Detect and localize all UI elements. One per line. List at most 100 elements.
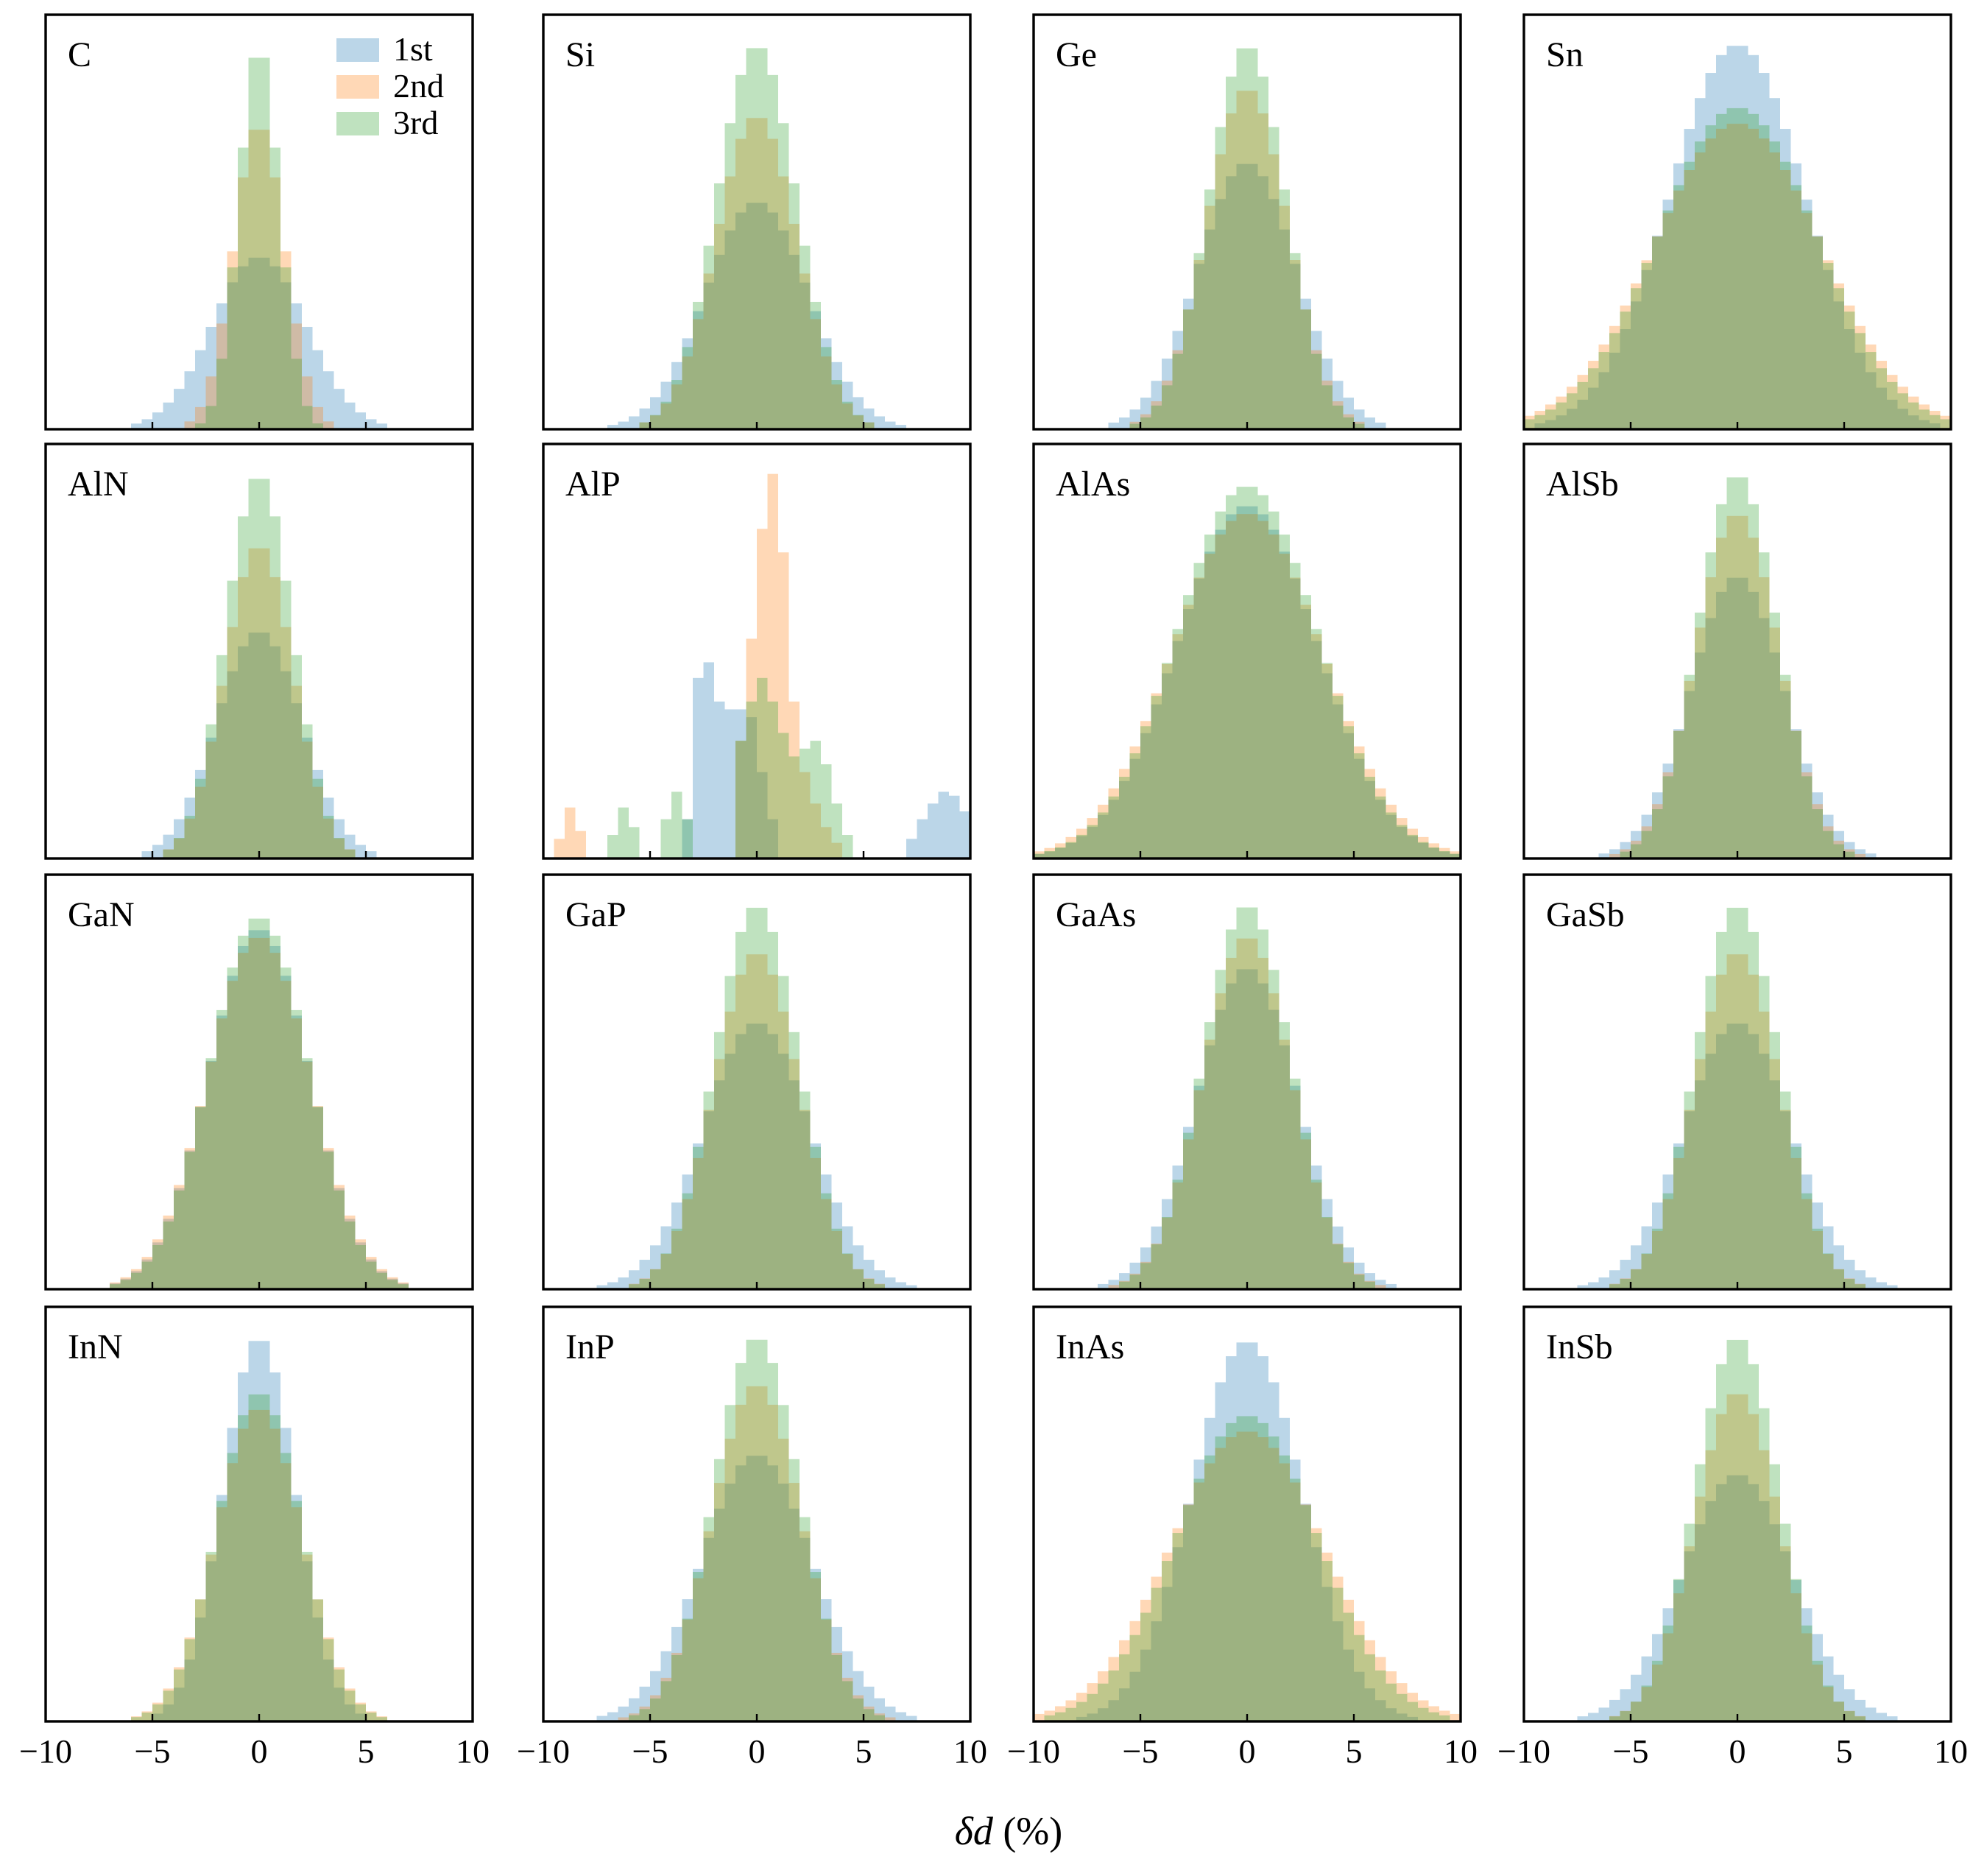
- bar: [853, 1269, 864, 1289]
- bar: [607, 1712, 618, 1721]
- bar: [312, 786, 323, 858]
- bar: [757, 202, 768, 429]
- bar: [280, 976, 292, 1289]
- bar: [184, 797, 195, 858]
- bar: [1737, 515, 1748, 858]
- bar: [1790, 1146, 1801, 1289]
- bar: [938, 791, 949, 858]
- panel-label: GaSb: [1546, 895, 1625, 934]
- bar: [302, 1551, 313, 1721]
- bar: [1844, 1711, 1855, 1721]
- bar: [174, 1190, 185, 1289]
- bar: [1354, 746, 1365, 858]
- bar: [746, 1339, 757, 1721]
- bar: [810, 803, 821, 858]
- bar: [1631, 301, 1642, 429]
- bar: [1812, 236, 1823, 429]
- bar: [1247, 163, 1258, 429]
- bar: [1300, 1505, 1311, 1721]
- bar: [660, 1254, 671, 1289]
- bar: [1769, 627, 1780, 858]
- bar: [746, 1386, 757, 1721]
- bar: [280, 282, 292, 429]
- series-2nd: [131, 1409, 387, 1721]
- bar: [682, 347, 693, 429]
- bar: [1577, 1285, 1588, 1289]
- bar: [1662, 1193, 1673, 1289]
- bar: [1226, 1356, 1237, 1721]
- bar: [735, 74, 747, 430]
- bar: [853, 397, 864, 429]
- bar: [1428, 847, 1439, 858]
- bar: [1812, 804, 1823, 858]
- bar: [1236, 487, 1247, 858]
- bar: [1407, 1716, 1418, 1721]
- bar: [1748, 113, 1759, 429]
- bar: [1268, 127, 1280, 429]
- bar: [746, 954, 757, 1289]
- bar: [821, 1618, 832, 1721]
- panel-GaP: GaP: [542, 873, 972, 1291]
- bar: [767, 974, 778, 1289]
- bar: [120, 1277, 131, 1289]
- bar: [1236, 91, 1247, 429]
- bar: [355, 1713, 366, 1721]
- bar: [323, 797, 334, 858]
- bar: [842, 381, 853, 429]
- bar: [355, 1239, 366, 1289]
- bar: [703, 1517, 714, 1721]
- bar: [671, 384, 682, 429]
- bar: [842, 1226, 853, 1289]
- bar: [216, 1018, 227, 1289]
- bar: [671, 1626, 682, 1721]
- bar: [216, 685, 227, 858]
- bar: [1407, 828, 1418, 858]
- bar: [788, 1483, 800, 1721]
- bar: [618, 421, 629, 429]
- bar: [1833, 1702, 1844, 1721]
- bar: [1769, 152, 1780, 430]
- bar: [1780, 1546, 1791, 1721]
- bar: [874, 416, 885, 429]
- bar: [1769, 1464, 1780, 1721]
- bar: [174, 1669, 185, 1721]
- bar: [1290, 1482, 1301, 1721]
- series-3rd: [131, 1394, 387, 1721]
- bar: [1609, 1284, 1620, 1289]
- bar: [1684, 691, 1695, 858]
- bar: [1247, 1431, 1258, 1721]
- bar: [767, 74, 778, 430]
- bar: [248, 1394, 259, 1721]
- bar: [1641, 1656, 1652, 1721]
- bar: [1844, 1260, 1855, 1289]
- bar: [1300, 1126, 1311, 1289]
- bar: [788, 1080, 800, 1289]
- bar: [1151, 1587, 1162, 1721]
- bar: [216, 703, 227, 858]
- bar: [1386, 1671, 1397, 1721]
- bar: [1705, 976, 1716, 1289]
- bar: [1236, 1416, 1247, 1721]
- bar: [1598, 344, 1609, 429]
- bar: [1215, 1009, 1226, 1289]
- bar: [1759, 1011, 1770, 1289]
- bar: [1034, 851, 1045, 858]
- bar: [1769, 652, 1780, 858]
- legend-label: 1st: [393, 30, 433, 68]
- bar: [259, 1409, 270, 1721]
- bar: [1247, 91, 1258, 429]
- bar: [1226, 113, 1237, 429]
- bar: [1044, 851, 1055, 858]
- bar: [1193, 253, 1204, 429]
- bar: [1279, 189, 1290, 429]
- bar: [1673, 190, 1684, 429]
- bar: [312, 778, 323, 858]
- bar: [703, 662, 714, 858]
- bar: [1673, 1593, 1684, 1721]
- bar: [1375, 800, 1386, 858]
- bar: [280, 967, 292, 1289]
- bar: [693, 301, 704, 429]
- bar: [163, 849, 174, 858]
- bar: [1364, 1280, 1375, 1289]
- bar: [1044, 1710, 1055, 1721]
